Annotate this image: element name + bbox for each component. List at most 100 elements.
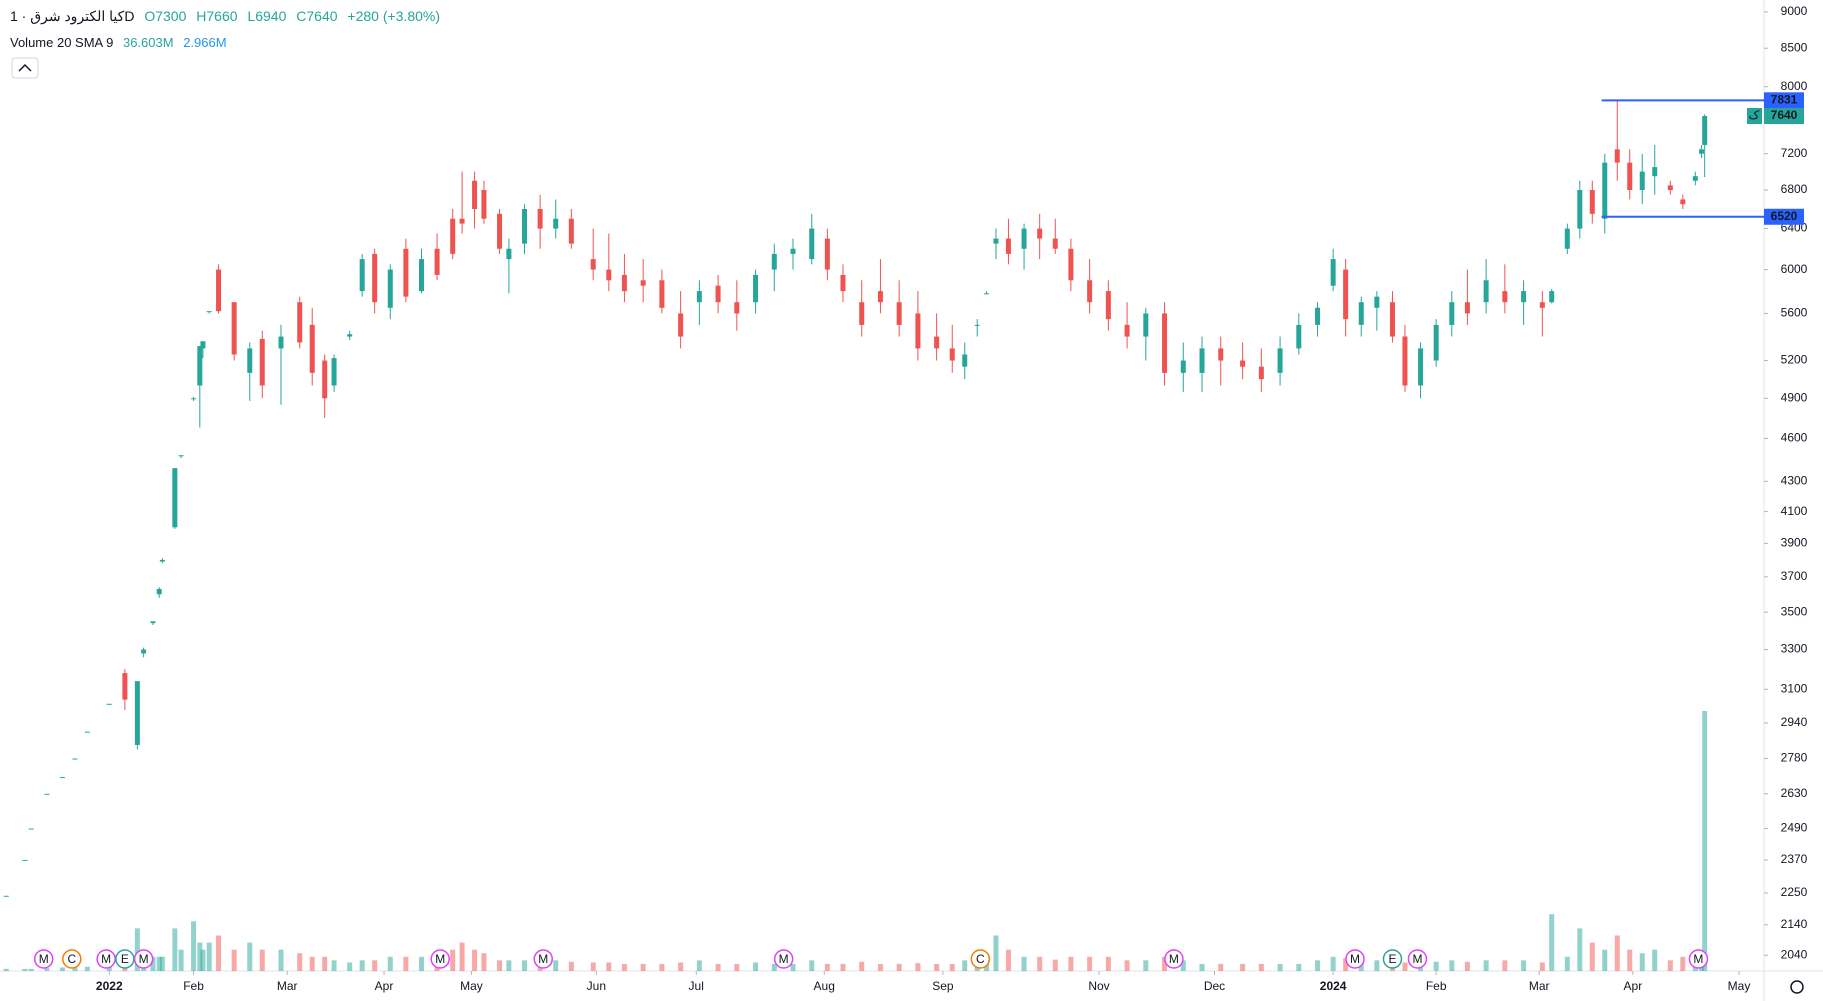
- volume-bar: [22, 968, 28, 971]
- y-tick-label: 8500: [1781, 40, 1808, 54]
- high-label: H7660: [196, 8, 238, 24]
- event-marker: [773, 949, 794, 969]
- volume-bar: [1639, 953, 1645, 971]
- candle-body: [1315, 307, 1321, 325]
- volume-bar: [403, 956, 409, 971]
- volume-bar: [840, 963, 846, 971]
- volume-bar: [753, 962, 759, 971]
- y-tick-label: 3900: [1781, 536, 1808, 550]
- y-tick-label: 3500: [1781, 604, 1808, 618]
- event-label: M: [39, 952, 49, 966]
- volume-bar: [450, 949, 456, 971]
- volume-bar: [1315, 960, 1321, 971]
- candle-body: [809, 228, 815, 260]
- candle-body: [678, 313, 684, 337]
- volume-bar: [621, 963, 627, 971]
- candle-body: [1162, 313, 1168, 373]
- candle-body: [44, 793, 50, 795]
- volume-bar: [1374, 960, 1380, 971]
- candle-body: [1180, 360, 1186, 373]
- candle-body: [1521, 291, 1527, 303]
- candle-body: [1068, 248, 1074, 281]
- candle-body: [106, 703, 112, 705]
- y-tick-label: 9000: [1781, 4, 1808, 18]
- candle-body: [22, 859, 28, 861]
- candle-body: [621, 274, 627, 292]
- y-tick-label: 2940: [1781, 715, 1808, 729]
- collapse-button[interactable]: [11, 57, 39, 79]
- event-label: M: [1693, 952, 1703, 966]
- candle-body: [824, 238, 830, 270]
- volume-bar: [1614, 935, 1620, 971]
- event-marker: [1688, 949, 1709, 969]
- volume-sma: 2.966M: [183, 35, 227, 50]
- volume-bar: [506, 960, 512, 971]
- y-tick-label: 2140: [1781, 917, 1808, 931]
- y-tick-label: 4100: [1781, 504, 1808, 518]
- event-label: M: [1169, 952, 1179, 966]
- event-marker: [33, 949, 54, 969]
- candle-body: [537, 209, 543, 229]
- y-tick-label: 2630: [1781, 786, 1808, 800]
- open-label: O7300: [144, 8, 187, 24]
- x-tick-label: May: [460, 979, 483, 993]
- event-label: E: [121, 952, 129, 966]
- y-tick-label: 4300: [1781, 473, 1808, 487]
- volume-bar: [372, 960, 378, 971]
- candle-body: [387, 269, 393, 308]
- price-tag: [1764, 92, 1804, 109]
- candle-body: [28, 828, 34, 830]
- candle-body: [150, 621, 156, 624]
- symbol-tag: [1747, 108, 1762, 125]
- volume-bar: [1052, 959, 1058, 971]
- close-label: C7640: [296, 8, 338, 24]
- candle-body: [1124, 324, 1130, 337]
- volume-bar: [197, 942, 203, 971]
- volume-bar: [359, 960, 365, 971]
- candle-body: [1358, 302, 1364, 325]
- candle-body: [1374, 296, 1380, 308]
- candle-body: [659, 280, 665, 308]
- volume-bar: [159, 956, 165, 971]
- x-tick-label: Nov: [1088, 979, 1109, 993]
- candle-body: [1602, 162, 1608, 219]
- candle-body: [1639, 171, 1645, 191]
- low-label: L6940: [247, 8, 287, 24]
- x-tick-label: Aug: [814, 979, 835, 993]
- volume-bar: [859, 961, 865, 971]
- volume-bar: [178, 949, 184, 971]
- volume-bar: [715, 963, 721, 971]
- volume-bar: [387, 956, 393, 971]
- y-tick-label: 2250: [1781, 885, 1808, 899]
- candle-body: [1667, 185, 1673, 191]
- candle-body: [1502, 291, 1508, 303]
- volume-bar: [497, 960, 503, 971]
- candle-body: [1680, 199, 1686, 205]
- candle-body: [206, 311, 212, 313]
- candle-body: [715, 285, 721, 303]
- volume-bar: [1433, 961, 1439, 971]
- x-tick-label: Sep: [932, 979, 954, 993]
- volume-bar: [1577, 928, 1583, 971]
- candle-body: [278, 336, 284, 349]
- volume-bar: [134, 928, 140, 971]
- candle-body: [606, 269, 612, 281]
- candle-body: [450, 218, 456, 254]
- volume-bar: [1105, 956, 1111, 971]
- volume-bar: [1564, 956, 1570, 971]
- settings-button[interactable]: [1790, 980, 1804, 994]
- volume-bar: [1464, 961, 1470, 971]
- candle-body: [568, 218, 574, 244]
- volume-bar: [606, 962, 612, 971]
- candle-body: [1589, 190, 1595, 214]
- event-label: C: [67, 952, 76, 966]
- candle-body: [734, 302, 740, 314]
- candle-body: [1343, 269, 1349, 320]
- volume-bar: [418, 956, 424, 971]
- volume-bar: [696, 960, 702, 971]
- volume-bar: [1240, 963, 1246, 971]
- volume-bar: [322, 956, 328, 971]
- candle-body: [172, 468, 178, 528]
- volume-bar: [659, 963, 665, 971]
